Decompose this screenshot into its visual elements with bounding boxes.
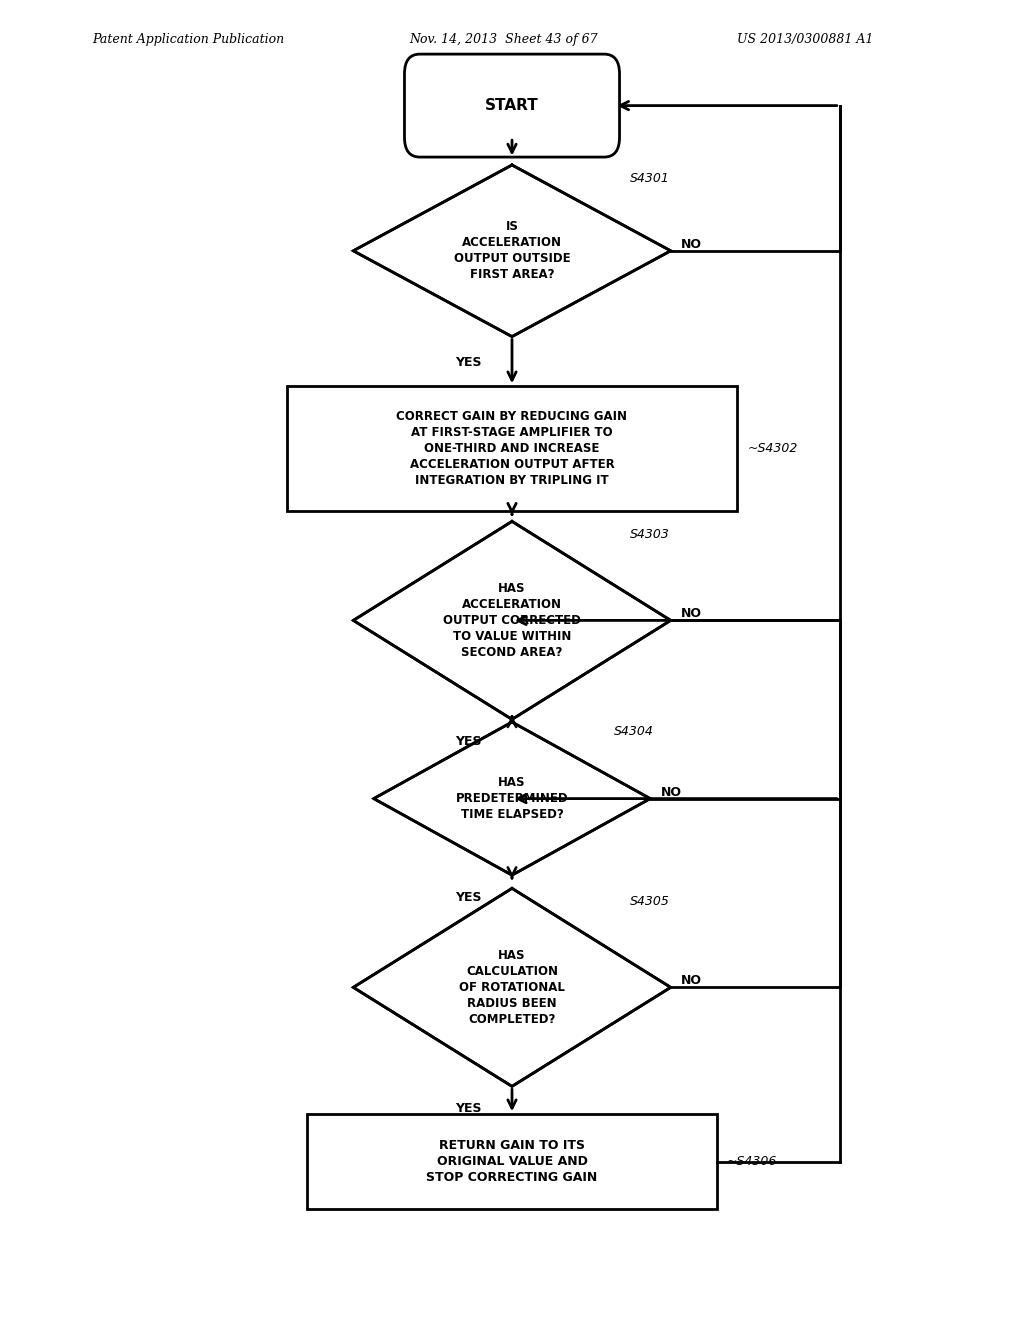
Text: HAS
PREDETERMINED
TIME ELAPSED?: HAS PREDETERMINED TIME ELAPSED? bbox=[456, 776, 568, 821]
Polygon shape bbox=[353, 888, 671, 1086]
Text: FIG.43: FIG.43 bbox=[441, 73, 583, 111]
Text: Nov. 14, 2013  Sheet 43 of 67: Nov. 14, 2013 Sheet 43 of 67 bbox=[410, 33, 598, 46]
Polygon shape bbox=[374, 722, 650, 875]
Text: YES: YES bbox=[455, 891, 481, 904]
Text: S4304: S4304 bbox=[614, 725, 654, 738]
FancyBboxPatch shape bbox=[404, 54, 620, 157]
Text: NO: NO bbox=[681, 607, 702, 620]
Text: NO: NO bbox=[660, 785, 682, 799]
Text: S4303: S4303 bbox=[630, 528, 670, 541]
Polygon shape bbox=[353, 521, 671, 719]
Text: START: START bbox=[485, 98, 539, 114]
Text: IS
ACCELERATION
OUTPUT OUTSIDE
FIRST AREA?: IS ACCELERATION OUTPUT OUTSIDE FIRST ARE… bbox=[454, 220, 570, 281]
Text: NO: NO bbox=[681, 238, 702, 251]
Text: HAS
CALCULATION
OF ROTATIONAL
RADIUS BEEN
COMPLETED?: HAS CALCULATION OF ROTATIONAL RADIUS BEE… bbox=[459, 949, 565, 1026]
FancyBboxPatch shape bbox=[307, 1114, 717, 1209]
Text: S4301: S4301 bbox=[630, 172, 670, 185]
Text: YES: YES bbox=[455, 1102, 481, 1115]
Text: YES: YES bbox=[455, 356, 481, 370]
Text: ~S4302: ~S4302 bbox=[748, 442, 798, 455]
Text: CORRECT GAIN BY REDUCING GAIN
AT FIRST-STAGE AMPLIFIER TO
ONE-THIRD AND INCREASE: CORRECT GAIN BY REDUCING GAIN AT FIRST-S… bbox=[396, 411, 628, 487]
FancyBboxPatch shape bbox=[287, 385, 737, 511]
Text: US 2013/0300881 A1: US 2013/0300881 A1 bbox=[737, 33, 873, 46]
Text: S4305: S4305 bbox=[630, 895, 670, 908]
Text: Patent Application Publication: Patent Application Publication bbox=[92, 33, 285, 46]
Text: HAS
ACCELERATION
OUTPUT CORRECTED
TO VALUE WITHIN
SECOND AREA?: HAS ACCELERATION OUTPUT CORRECTED TO VAL… bbox=[443, 582, 581, 659]
Text: RETURN GAIN TO ITS
ORIGINAL VALUE AND
STOP CORRECTING GAIN: RETURN GAIN TO ITS ORIGINAL VALUE AND ST… bbox=[426, 1139, 598, 1184]
Text: YES: YES bbox=[455, 735, 481, 748]
Text: NO: NO bbox=[681, 974, 702, 987]
Polygon shape bbox=[353, 165, 671, 337]
Text: ~S4306: ~S4306 bbox=[727, 1155, 777, 1168]
